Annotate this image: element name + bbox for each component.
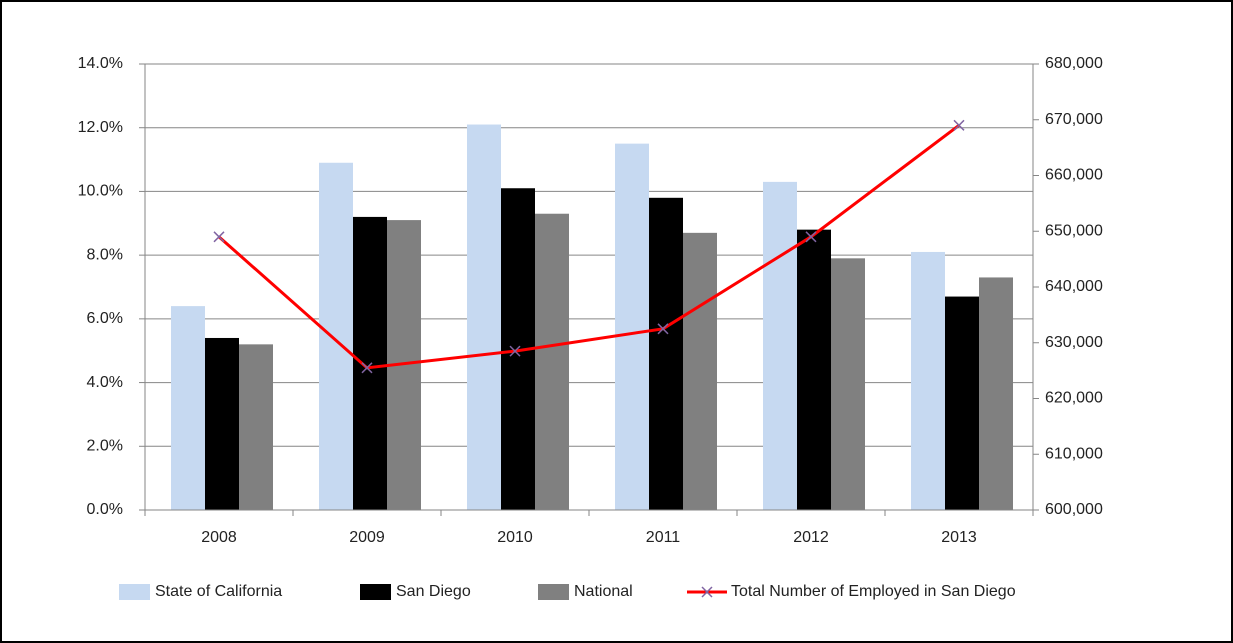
y2-tick-label: 610,000 xyxy=(1045,445,1103,462)
y2-tick-label: 640,000 xyxy=(1045,278,1103,295)
y2-tick-label: 650,000 xyxy=(1045,222,1103,239)
line-marker xyxy=(657,323,669,335)
x-tick-label: 2008 xyxy=(201,529,237,546)
y-tick-label: 2.0% xyxy=(87,438,123,455)
legend-label: San Diego xyxy=(396,583,471,600)
bar xyxy=(911,251,945,510)
y-tick-label: 14.0% xyxy=(78,55,123,72)
line-marker xyxy=(509,345,521,357)
x-tick-label: 2011 xyxy=(646,529,681,546)
bar xyxy=(979,277,1013,510)
y2-tick-label: 600,000 xyxy=(1045,501,1103,518)
y-tick-label: 8.0% xyxy=(87,246,123,263)
line xyxy=(218,124,960,370)
y2-tick-label: 630,000 xyxy=(1045,334,1103,351)
bar xyxy=(467,124,501,511)
legend-label: State of California xyxy=(155,583,282,600)
x-tick-label: 2012 xyxy=(793,529,829,546)
y-tick-label: 12.0% xyxy=(78,119,123,136)
bar xyxy=(353,216,387,510)
legend-swatch xyxy=(119,584,150,600)
line-marker xyxy=(805,231,817,243)
y-tick-label: 0.0% xyxy=(87,501,123,518)
y-tick-label: 6.0% xyxy=(87,310,123,327)
x-tick-label: 2009 xyxy=(349,529,385,546)
bar xyxy=(831,258,865,510)
legend-label: National xyxy=(574,583,633,600)
bar xyxy=(797,229,831,510)
y-tick-label: 4.0% xyxy=(87,374,123,391)
bar xyxy=(615,143,649,510)
legend-swatch xyxy=(538,584,569,600)
line-marker xyxy=(361,362,373,374)
bar xyxy=(649,197,683,511)
legend-swatch xyxy=(360,584,391,600)
y2-tick-label: 680,000 xyxy=(1045,55,1103,72)
line-marker xyxy=(953,119,965,131)
bar xyxy=(945,296,979,510)
line-marker xyxy=(213,231,225,243)
bar xyxy=(239,344,273,510)
bar xyxy=(319,162,353,510)
y2-tick-label: 670,000 xyxy=(1045,111,1103,128)
bar xyxy=(205,337,239,510)
y-tick-label: 10.0% xyxy=(78,183,123,200)
bar xyxy=(171,306,205,510)
bar xyxy=(535,213,569,510)
legend-marker xyxy=(701,586,713,598)
bar xyxy=(763,181,797,510)
y2-tick-label: 620,000 xyxy=(1045,390,1103,407)
y2-tick-label: 660,000 xyxy=(1045,167,1103,184)
x-tick-label: 2010 xyxy=(497,529,533,546)
bar xyxy=(683,232,717,511)
x-tick-label: 2013 xyxy=(941,529,977,546)
legend-label: Total Number of Employed in San Diego xyxy=(731,583,1016,600)
